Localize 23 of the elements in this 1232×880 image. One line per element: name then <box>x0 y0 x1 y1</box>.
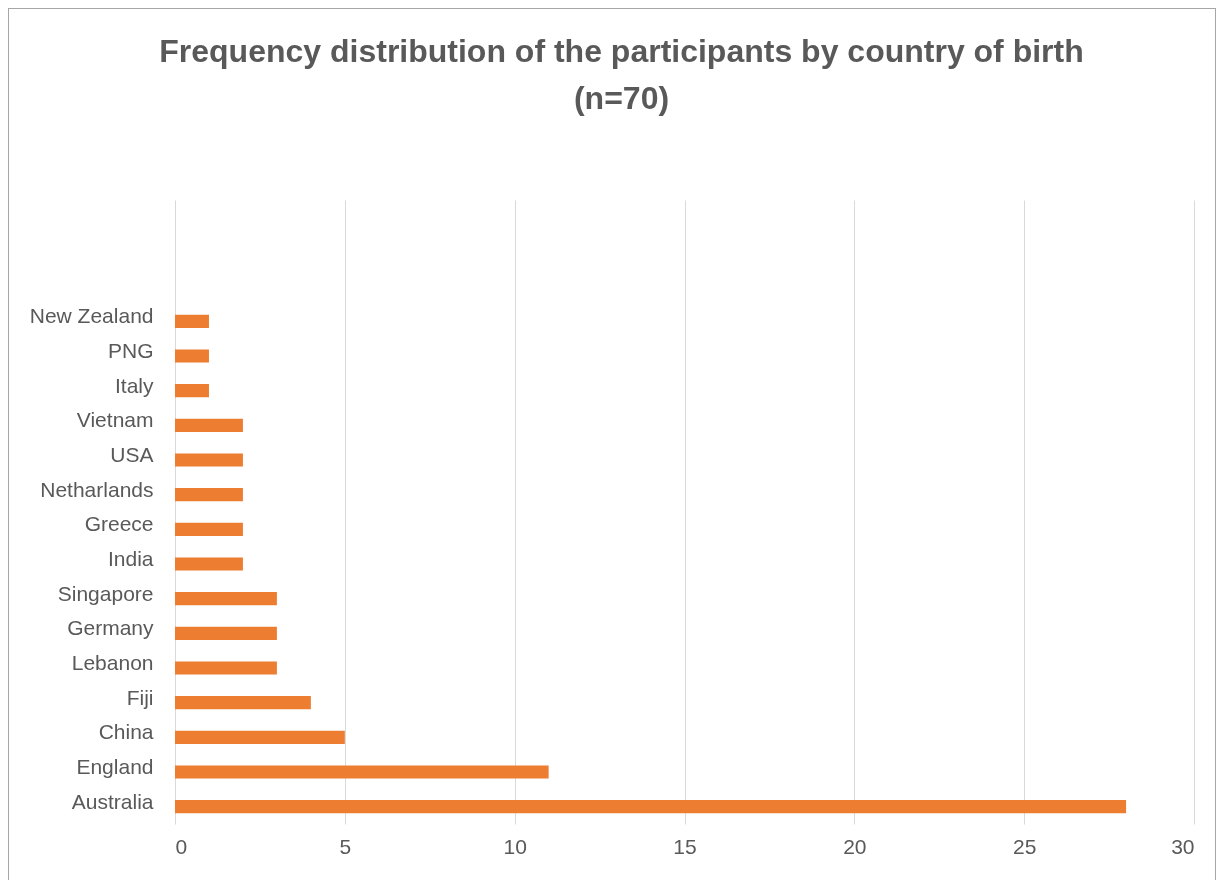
y-tick-label: Vietnam <box>76 408 154 432</box>
y-tick-label: Netharlands <box>40 477 154 501</box>
x-tick-label: 30 <box>1171 834 1195 858</box>
x-tick-label: 20 <box>843 834 867 858</box>
x-tick-label: 25 <box>1012 834 1037 858</box>
x-tick-label: 10 <box>503 834 527 858</box>
x-tick-label: 0 <box>175 834 188 858</box>
y-tick-label: USA <box>110 443 154 466</box>
y-tick-label: Singapore <box>57 581 154 605</box>
y-tick-label: Italy <box>114 373 154 397</box>
y-tick-label: Lebanon <box>71 651 154 674</box>
y-tick-label: China <box>98 720 154 744</box>
y-tick-label: PNG <box>107 339 154 362</box>
y-tick-label: Fiji <box>126 685 154 709</box>
x-tick-label: 5 <box>339 834 352 858</box>
y-tick-label: England <box>76 755 154 778</box>
x-tick-label: 15 <box>673 834 697 858</box>
chart-title: Frequency distribution of the participants by country of birth (n=70) <box>159 33 1084 116</box>
y-tick-label: Greece <box>84 512 154 536</box>
y-tick-label: New Zealand <box>29 304 154 328</box>
y-tick-label: Australia <box>71 789 154 813</box>
y-tick-label: Germany <box>67 616 154 640</box>
y-tick-label: India <box>107 547 154 570</box>
